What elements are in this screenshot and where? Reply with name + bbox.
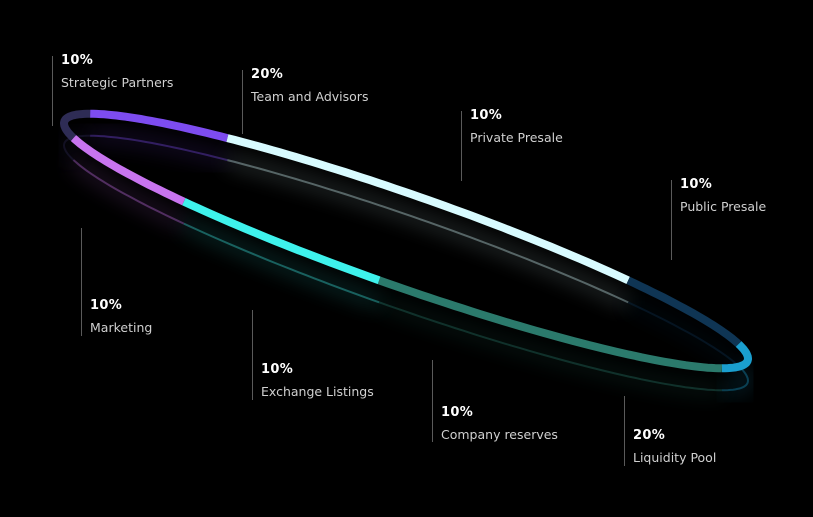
label-liquidity-pool-percent: 20%	[633, 428, 666, 443]
label-marketing-name: Marketing	[90, 320, 153, 335]
label-team-and-advisors: 20% Team and Advisors	[242, 67, 369, 134]
reflection-glow-liquidity-pool	[377, 297, 723, 396]
reflection-glow-company-reserves	[181, 219, 381, 308]
segment-marketing	[59, 109, 91, 141]
reflection-arc-liquidity-pool	[378, 301, 722, 392]
segment-team-and-advisors	[226, 134, 630, 285]
reflection-arc-private-presale	[627, 301, 740, 367]
label-private-presale-name: Private Presale	[470, 130, 563, 145]
reflection-arc-team-and-advisors	[227, 159, 629, 304]
reflection-arc-marketing	[62, 134, 91, 161]
segment-strategic-partners	[89, 109, 229, 142]
reflection-glow-public-presale	[721, 362, 754, 396]
label-strategic-partners: 10% Strategic Partners	[52, 53, 174, 126]
label-exchange-listings: 10% Exchange Listings	[252, 310, 374, 400]
reflection-glow-marketing	[58, 130, 91, 164]
reflection-arc-company-reserves	[183, 222, 380, 304]
label-exchange-listings-name: Exchange Listings	[261, 384, 374, 399]
label-liquidity-pool-name: Liquidity Pool	[633, 450, 717, 465]
label-team-and-advisors-name: Team and Advisors	[251, 89, 369, 104]
label-team-and-advisors-percent: 20%	[251, 67, 284, 82]
ring-reflection	[58, 130, 754, 396]
reflection-glow-strategic-partners	[89, 130, 229, 165]
reflection-glow-private-presale	[626, 297, 742, 370]
reflection-arc-strategic-partners	[90, 134, 228, 162]
label-company-reserves-percent: 10%	[441, 405, 474, 420]
label-marketing: 10% Marketing	[81, 228, 152, 336]
label-strategic-partners-percent: 10%	[61, 53, 94, 68]
label-liquidity-pool: 20% Liquidity Pool	[624, 396, 716, 466]
label-company-reserves: 10% Company reserves	[432, 360, 558, 442]
reflection-arc-exchange-listings	[72, 159, 185, 225]
segment-company-reserves	[182, 197, 381, 285]
segment-exchange-listings	[70, 134, 186, 206]
segment-public-presale	[721, 341, 753, 373]
label-public-presale-percent: 10%	[680, 177, 713, 192]
reflection-glow-team-and-advisors	[226, 155, 631, 307]
label-private-presale: 10% Private Presale	[461, 108, 563, 181]
ring-segments	[59, 109, 753, 373]
label-company-reserves-name: Company reserves	[441, 427, 558, 442]
label-public-presale-name: Public Presale	[680, 199, 767, 214]
label-public-presale: 10% Public Presale	[671, 177, 767, 260]
label-marketing-percent: 10%	[90, 298, 123, 313]
reflection-arc-public-presale	[721, 365, 750, 392]
segment-private-presale	[626, 276, 742, 348]
label-strategic-partners-name: Strategic Partners	[61, 75, 174, 90]
segment-liquidity-pool	[377, 276, 723, 373]
label-exchange-listings-percent: 10%	[261, 362, 294, 377]
reflection-glow-exchange-listings	[70, 156, 186, 229]
label-private-presale-percent: 10%	[470, 108, 503, 123]
